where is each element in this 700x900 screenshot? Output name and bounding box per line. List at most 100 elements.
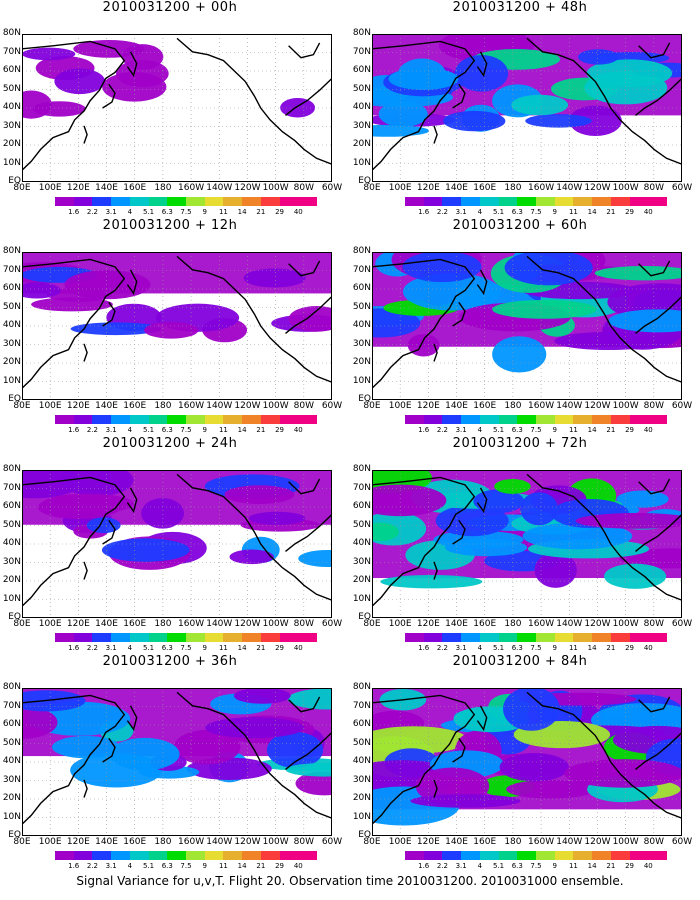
map-panel: 2010031200 + 24h 80N 70N 60N 50N 40N 30N 20N 10N… bbox=[0, 436, 342, 652]
colorbar-label: 4 bbox=[127, 426, 133, 434]
colorbar-swatch bbox=[148, 415, 168, 424]
colorbar-label: 2.2 bbox=[436, 426, 448, 434]
latitude-label: 50N bbox=[2, 519, 21, 530]
colorbar-swatch bbox=[204, 197, 224, 206]
colorbar-label: 40 bbox=[293, 862, 303, 870]
map-panel: 2010031200 + 84h 80N 70N 60N 50N 40N 30N 20N 10N… bbox=[350, 654, 692, 870]
colorbar-label: 9 bbox=[552, 208, 557, 216]
longitude-label: 180 bbox=[504, 183, 522, 193]
colorbar-swatch bbox=[279, 415, 299, 424]
colorbar-swatch bbox=[223, 851, 243, 860]
coastline bbox=[433, 343, 438, 362]
colorbar bbox=[405, 851, 668, 860]
colorbar-swatch bbox=[405, 415, 424, 424]
colorbar-swatch bbox=[298, 197, 318, 206]
colorbar-label: 3.1 bbox=[105, 208, 117, 216]
longitude-label: 180 bbox=[154, 401, 172, 411]
variance-contour bbox=[229, 549, 274, 565]
coastline bbox=[22, 476, 126, 607]
panel-title: 2010031200 + 36h bbox=[102, 654, 238, 669]
colorbar-label: 4 bbox=[477, 862, 483, 870]
latitude-label: 10N bbox=[352, 593, 371, 604]
map-panel: 2010031200 + 48h 80N 70N 60N 50N 40N 30N 20N 10N… bbox=[350, 0, 693, 216]
coastline bbox=[285, 731, 332, 770]
variance-contour bbox=[378, 101, 428, 127]
colorbar-label: 1.6 bbox=[68, 644, 80, 652]
coastline bbox=[126, 705, 138, 732]
panel-title: 2010031200 + 72h bbox=[452, 436, 588, 451]
colorbar-swatch bbox=[405, 851, 424, 860]
colorbar-swatch bbox=[648, 633, 668, 642]
longitude-label: 120E bbox=[416, 619, 440, 629]
longitude-label: 120W bbox=[584, 619, 611, 629]
longitude-label: 100E bbox=[388, 619, 412, 629]
variance-contour bbox=[492, 336, 547, 373]
latitude-label: 20N bbox=[352, 139, 371, 149]
coastline bbox=[635, 295, 682, 334]
variance-contour bbox=[564, 759, 682, 788]
variance-contour bbox=[388, 67, 459, 90]
colorbar-swatch bbox=[517, 415, 537, 424]
latitude-label: EQ bbox=[358, 394, 371, 404]
latitude-label: 50N bbox=[2, 83, 21, 94]
colorbar-label: 40 bbox=[643, 208, 653, 216]
variance-contour bbox=[372, 484, 447, 517]
coastline bbox=[285, 295, 332, 334]
longitude-label: 60W bbox=[321, 183, 343, 193]
latitude-label: 40N bbox=[2, 102, 21, 112]
longitude-label: 160W bbox=[528, 183, 555, 193]
colorbar-label: 7.5 bbox=[180, 208, 192, 216]
coastline bbox=[176, 37, 332, 165]
variance-contour bbox=[52, 735, 120, 759]
colorbar-swatch bbox=[498, 633, 518, 642]
colorbar-swatch bbox=[298, 415, 318, 424]
colorbar-swatch bbox=[423, 415, 443, 424]
colorbar-label: 21 bbox=[606, 644, 616, 652]
coastline bbox=[83, 343, 88, 362]
colorbar-swatch bbox=[592, 415, 611, 424]
longitude-label: 120W bbox=[234, 619, 261, 629]
variance-contour bbox=[443, 110, 506, 132]
variance-map bbox=[22, 34, 332, 182]
coastline bbox=[176, 473, 332, 601]
latitude-label: 10N bbox=[2, 811, 21, 822]
colorbar-swatch bbox=[92, 633, 112, 642]
colorbar-label: 1.6 bbox=[418, 644, 430, 652]
colorbar-swatch bbox=[204, 851, 224, 860]
colorbar-swatch bbox=[260, 633, 280, 642]
colorbar-swatch bbox=[498, 197, 518, 206]
colorbar-swatch bbox=[186, 415, 205, 424]
colorbar-label: 11 bbox=[568, 862, 578, 870]
longitude-label: 180 bbox=[504, 619, 522, 629]
colorbar-label: 29 bbox=[275, 862, 285, 870]
longitude-label: 120W bbox=[234, 401, 261, 411]
longitude-label: 100W bbox=[612, 401, 639, 411]
colorbar-label: 1.6 bbox=[418, 862, 430, 870]
colorbar-swatch bbox=[186, 197, 205, 206]
latitude-label: 40N bbox=[352, 320, 371, 330]
coastline bbox=[526, 37, 682, 165]
colorbar-swatch bbox=[648, 851, 668, 860]
colorbar-swatch bbox=[573, 851, 593, 860]
longitude-label: 120E bbox=[416, 837, 440, 847]
longitude-label: 140E bbox=[445, 619, 468, 629]
coastline bbox=[83, 125, 88, 144]
longitude-label: 80E bbox=[363, 401, 381, 411]
colorbar bbox=[55, 633, 318, 642]
colorbar-swatch bbox=[461, 197, 480, 206]
longitude-label: 80W bbox=[643, 183, 664, 193]
variance-contour bbox=[287, 688, 332, 710]
longitude-label: 160E bbox=[123, 401, 147, 411]
coastline bbox=[288, 260, 321, 277]
longitude-label: 100E bbox=[38, 401, 62, 411]
colorbar-swatch bbox=[536, 197, 555, 206]
map-panel: 2010031200 + 72h 80N 70N 60N 50N 40N 30N 20N 10N… bbox=[350, 436, 693, 652]
latitude-label: 10N bbox=[2, 157, 21, 168]
longitude-label: 140W bbox=[556, 619, 583, 629]
longitude-label: 60W bbox=[671, 183, 693, 193]
variance-contour bbox=[616, 490, 669, 508]
longitude-label: 120W bbox=[584, 837, 611, 847]
colorbar-swatch bbox=[610, 415, 630, 424]
latitude-label: 60N bbox=[2, 283, 21, 293]
longitude-label: 60W bbox=[671, 619, 693, 629]
